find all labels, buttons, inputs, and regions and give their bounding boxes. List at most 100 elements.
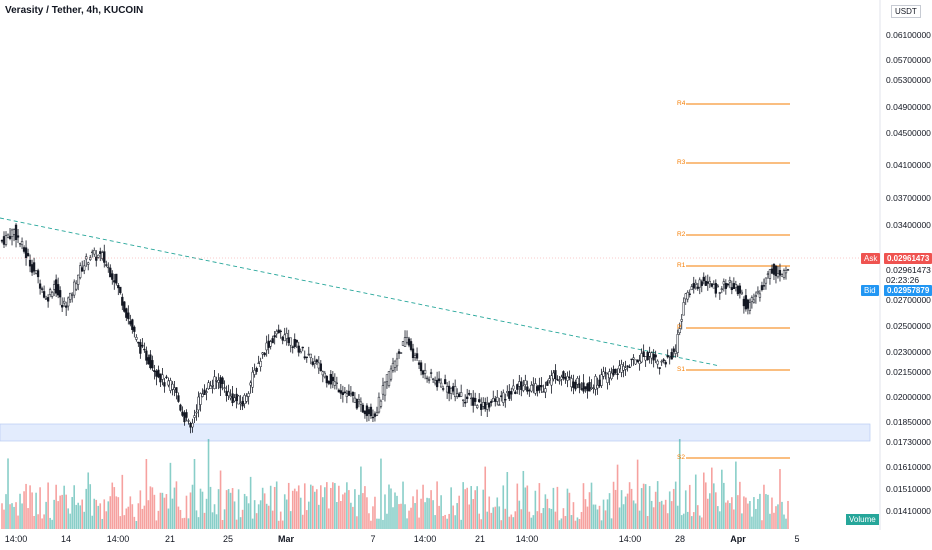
volume-indicator-label[interactable]: Volume [846, 514, 879, 525]
candle-body [423, 370, 427, 374]
candle-body [726, 283, 729, 286]
candle-body [277, 329, 280, 334]
volume-bar [31, 492, 33, 529]
candle-body [365, 405, 369, 416]
volume-bar [518, 500, 521, 529]
price-axis-label: 0.02700000 [886, 295, 931, 305]
candle-body [129, 321, 132, 325]
price-axis-label: 0.03400000 [886, 220, 931, 230]
volume-bar [406, 518, 408, 529]
candle-body [560, 376, 563, 380]
currency-selector[interactable]: USDT [891, 5, 921, 18]
volume-bar [328, 508, 330, 529]
volume-bar [540, 513, 543, 529]
price-axis-label: 0.01850000 [886, 417, 931, 427]
price-axis-label: 0.01730000 [886, 437, 931, 447]
volume-bar [263, 493, 266, 529]
volume-bar [332, 482, 334, 529]
candle-body [319, 363, 322, 371]
volume-bar [225, 490, 228, 529]
candle-body [470, 397, 473, 400]
candle-body [201, 393, 204, 397]
candle-body [257, 362, 260, 365]
candle-body [758, 293, 762, 298]
candle-body [337, 389, 341, 393]
volume-bar [478, 513, 481, 529]
volume-bar [582, 483, 585, 529]
candle-body [732, 283, 736, 289]
candle-body [223, 387, 226, 389]
volume-bar [197, 517, 200, 529]
volume-bar [622, 504, 625, 529]
candle-body [712, 284, 715, 289]
candle-body [496, 397, 499, 402]
volume-bar [123, 515, 126, 529]
candle-body [600, 374, 603, 386]
volume-bar [536, 511, 539, 529]
volume-bar [209, 486, 212, 529]
volume-bar [307, 501, 310, 529]
volume-bar [466, 487, 468, 529]
volume-bar [295, 491, 298, 529]
candle-body [109, 267, 112, 278]
candle-body [265, 342, 268, 351]
candle-body [570, 378, 573, 388]
volume-bar [191, 484, 194, 529]
volume-bar [43, 514, 45, 529]
candle-body [596, 384, 599, 389]
volume-bar [322, 497, 324, 529]
candle-body [548, 378, 551, 381]
candle-body [403, 337, 407, 347]
candle-body [113, 280, 116, 283]
volume-bar [630, 488, 633, 529]
volume-bar [490, 512, 493, 529]
time-axis-label: 14 [60, 534, 72, 544]
descending-trendline[interactable] [0, 217, 721, 367]
time-axis-label: 14:00 [106, 534, 130, 544]
volume-bar [364, 486, 366, 529]
candle-body [309, 353, 312, 358]
candle-body [89, 257, 92, 260]
volume-bar [528, 511, 531, 529]
candle-body [305, 356, 308, 358]
candle-body [784, 270, 788, 274]
volume-bar [17, 515, 19, 529]
volume-bar [261, 487, 264, 529]
candle-body [107, 266, 110, 269]
symbol-title[interactable]: Verasity / Tether, 4h, KUCOIN [5, 5, 144, 16]
candle-body [552, 372, 555, 380]
volume-bar [502, 485, 505, 529]
volume-bar [644, 484, 647, 529]
candle-body [500, 395, 503, 398]
volume-bar [163, 497, 166, 529]
candle-body [638, 360, 641, 364]
volume-bar [636, 459, 639, 529]
candle-body [187, 420, 190, 422]
support-zone-rectangle[interactable] [0, 423, 871, 442]
candle-body [594, 376, 597, 390]
volume-bar [440, 495, 442, 529]
volume-bar [219, 470, 222, 529]
volume-bar [354, 489, 356, 529]
pivot-label-r1: R1 [677, 262, 686, 269]
candle-body [225, 390, 228, 396]
volume-bar [743, 496, 745, 529]
volume-bar [767, 494, 769, 529]
volume-bar [229, 492, 232, 529]
volume-bar [652, 507, 655, 529]
volume-bar [674, 481, 677, 529]
volume-bar [271, 510, 274, 529]
volume-bar [159, 492, 162, 529]
candle-body [618, 365, 621, 370]
volume-bar [35, 492, 37, 529]
volume-bar [452, 505, 454, 529]
volume-bars [1, 439, 789, 529]
candle-body [117, 285, 120, 289]
candle-body [28, 259, 32, 267]
pivot-label-s2: S2 [677, 454, 685, 461]
volume-bar [392, 507, 394, 529]
candle-body [65, 305, 68, 308]
volume-bar [187, 518, 190, 529]
